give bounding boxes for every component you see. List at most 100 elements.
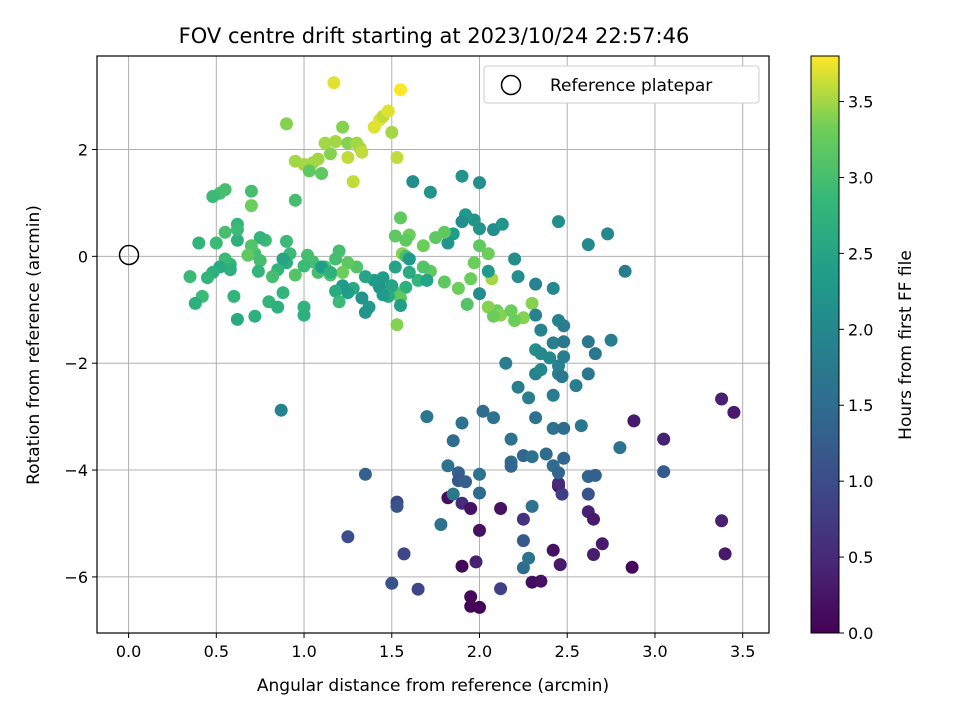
data-point bbox=[327, 76, 341, 90]
data-point bbox=[581, 238, 595, 252]
data-point bbox=[473, 239, 486, 253]
data-point bbox=[529, 277, 543, 291]
data-point bbox=[209, 236, 223, 250]
data-point bbox=[481, 247, 495, 261]
data-point bbox=[423, 185, 437, 199]
data-point bbox=[390, 151, 404, 164]
data-point bbox=[588, 347, 602, 361]
data-point bbox=[546, 543, 560, 557]
y-tick-label: −2 bbox=[64, 354, 88, 373]
data-point bbox=[332, 244, 346, 258]
colorbar-tick-label: 2.5 bbox=[848, 244, 873, 263]
legend-marker-icon bbox=[500, 74, 522, 96]
data-point bbox=[499, 356, 513, 370]
data-point bbox=[381, 104, 395, 118]
data-point bbox=[280, 234, 293, 248]
data-point bbox=[297, 308, 311, 322]
data-point bbox=[516, 534, 530, 548]
data-point bbox=[271, 300, 285, 314]
data-point bbox=[420, 273, 434, 287]
x-tick-label: 2.5 bbox=[554, 642, 579, 661]
data-point bbox=[446, 434, 460, 448]
y-tick-label: 2 bbox=[78, 140, 88, 159]
colorbar-tick-label: 2.0 bbox=[848, 320, 873, 339]
data-point bbox=[318, 136, 332, 150]
x-axis-ticks: 0.0 0.5 1.0 1.5 2.0 2.5 3.0 3.5 bbox=[116, 633, 755, 661]
data-point bbox=[192, 236, 206, 250]
y-tick-label: −6 bbox=[64, 568, 88, 587]
data-point bbox=[657, 465, 671, 479]
data-point bbox=[341, 151, 355, 164]
data-point bbox=[587, 548, 600, 561]
data-point bbox=[504, 432, 518, 446]
data-point bbox=[406, 175, 420, 189]
data-point bbox=[557, 319, 571, 333]
data-point bbox=[487, 309, 500, 323]
data-point bbox=[451, 281, 465, 295]
x-axis-label: Angular distance from reference (arcmin) bbox=[257, 676, 609, 696]
colorbar-label: Hours from first FF file bbox=[896, 250, 916, 440]
data-point bbox=[657, 432, 671, 446]
data-point bbox=[529, 308, 543, 322]
data-point bbox=[402, 265, 416, 279]
data-point bbox=[301, 248, 314, 262]
data-point bbox=[625, 560, 639, 574]
x-tick-label: 2.0 bbox=[467, 642, 492, 661]
data-point bbox=[494, 582, 508, 596]
data-point bbox=[459, 475, 472, 489]
data-point bbox=[508, 314, 522, 327]
data-point bbox=[274, 403, 288, 417]
colorbar-tick-label: 3.0 bbox=[848, 168, 873, 187]
data-point bbox=[557, 451, 571, 465]
data-point bbox=[223, 263, 237, 277]
data-point bbox=[522, 391, 536, 405]
data-point bbox=[581, 367, 595, 381]
data-point bbox=[276, 286, 290, 300]
data-point bbox=[394, 83, 407, 97]
data-point bbox=[552, 215, 565, 229]
data-point bbox=[251, 264, 265, 278]
data-point bbox=[336, 265, 350, 279]
data-point bbox=[555, 487, 569, 501]
data-point bbox=[508, 252, 522, 266]
data-point bbox=[280, 117, 293, 131]
data-point bbox=[476, 404, 490, 418]
data-point bbox=[434, 518, 448, 531]
data-point bbox=[420, 410, 434, 424]
data-point bbox=[332, 295, 346, 309]
legend-box bbox=[483, 65, 760, 104]
data-point bbox=[416, 260, 430, 274]
data-point bbox=[529, 411, 543, 425]
data-point bbox=[715, 392, 729, 406]
plot-area: 0.0 0.5 1.0 1.5 2.0 2.5 3.0 3.5 −6 −4 −2 0 2 bbox=[64, 55, 770, 661]
data-point bbox=[288, 193, 302, 207]
data-point bbox=[525, 499, 539, 513]
data-point bbox=[297, 259, 311, 273]
data-point bbox=[627, 414, 641, 428]
data-point bbox=[341, 530, 355, 544]
data-point bbox=[473, 600, 486, 614]
data-point bbox=[587, 512, 600, 526]
data-point bbox=[385, 576, 399, 590]
data-point bbox=[534, 323, 548, 337]
data-point bbox=[388, 260, 402, 274]
data-point bbox=[595, 537, 609, 551]
data-point bbox=[455, 416, 469, 430]
data-point bbox=[464, 590, 478, 604]
data-point bbox=[241, 248, 255, 262]
data-point bbox=[557, 350, 571, 364]
y-tick-label: −4 bbox=[64, 461, 88, 480]
data-point bbox=[206, 190, 220, 203]
data-point bbox=[552, 476, 565, 490]
data-point bbox=[557, 335, 571, 349]
data-point bbox=[302, 164, 316, 178]
colorbar: 0.0 0.5 1.0 1.5 2.0 2.5 3.0 3.5 Hours from firs… bbox=[810, 55, 916, 643]
data-point bbox=[385, 279, 399, 293]
x-tick-label: 3.0 bbox=[642, 642, 667, 661]
data-point bbox=[494, 502, 508, 515]
data-point bbox=[553, 558, 567, 572]
plot-frame bbox=[96, 55, 770, 634]
y-tick-label: 0 bbox=[78, 247, 88, 266]
data-point bbox=[469, 555, 483, 569]
